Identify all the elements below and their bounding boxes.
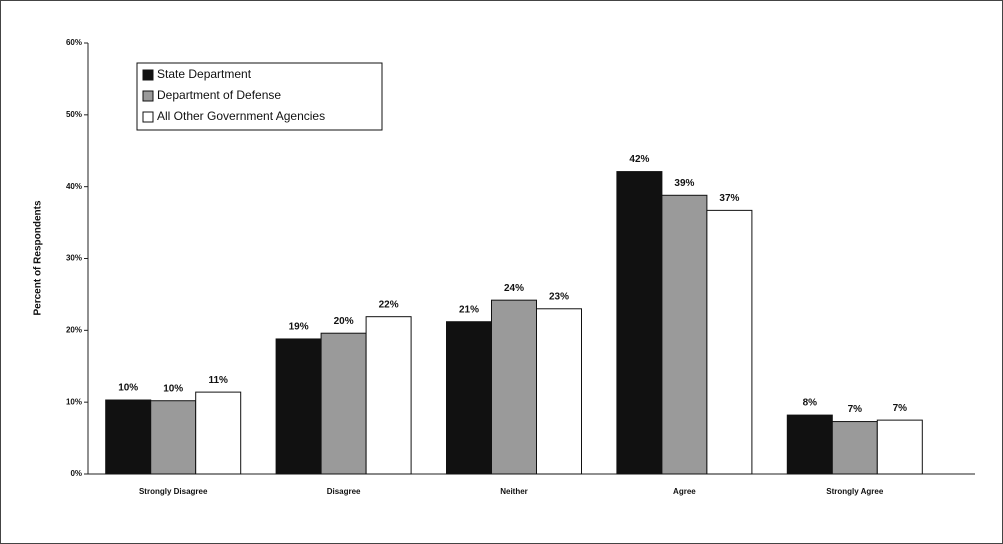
legend-swatch [142, 90, 154, 102]
value-label: 21% [459, 304, 479, 315]
legend-swatch [142, 111, 154, 123]
value-label: 39% [674, 178, 694, 189]
bar [150, 400, 197, 475]
bar [320, 332, 367, 475]
y-axis-title: Percent of Respondents [33, 200, 44, 315]
bar [661, 194, 708, 475]
value-label: 11% [208, 375, 228, 386]
y-tick-label: 10% [66, 397, 82, 406]
value-label: 7% [893, 403, 908, 414]
bar [446, 321, 492, 475]
bar [365, 316, 412, 475]
x-tick-label: Strongly Disagree [139, 487, 208, 496]
value-label: 7% [848, 404, 863, 415]
value-label: 42% [629, 154, 649, 165]
value-label: 23% [549, 291, 569, 302]
value-label: 37% [719, 193, 739, 204]
value-label: 24% [504, 283, 524, 294]
x-tick-label: Disagree [327, 487, 361, 496]
legend-swatch [142, 69, 154, 81]
bar [831, 421, 878, 475]
value-label: 20% [334, 316, 354, 327]
bar [876, 419, 923, 475]
bar [786, 414, 833, 475]
legend-label: State Department [157, 67, 252, 81]
value-label: 10% [163, 383, 183, 394]
bar [616, 171, 663, 475]
x-tick-label: Agree [673, 487, 696, 496]
y-tick-label: 50% [66, 110, 82, 119]
value-label: 8% [803, 398, 818, 409]
legend-box [136, 62, 383, 131]
y-tick-label: 0% [70, 469, 82, 478]
bar [105, 399, 152, 475]
bar [195, 391, 242, 475]
legend-label: Department of Defense [157, 88, 281, 102]
y-tick-label: 20% [66, 325, 82, 334]
bar [275, 338, 322, 475]
y-tick-label: 60% [66, 38, 82, 47]
y-tick-label: 40% [66, 182, 82, 191]
value-label: 10% [118, 383, 138, 394]
bar [536, 308, 582, 475]
value-label: 22% [379, 299, 399, 310]
bar [706, 209, 753, 475]
y-tick-label: 30% [66, 254, 82, 263]
bar [491, 299, 537, 475]
value-label: 19% [289, 322, 309, 333]
legend-label: All Other Government Agencies [157, 109, 325, 123]
x-tick-label: Neither [500, 487, 528, 496]
x-tick-label: Strongly Agree [826, 487, 884, 496]
